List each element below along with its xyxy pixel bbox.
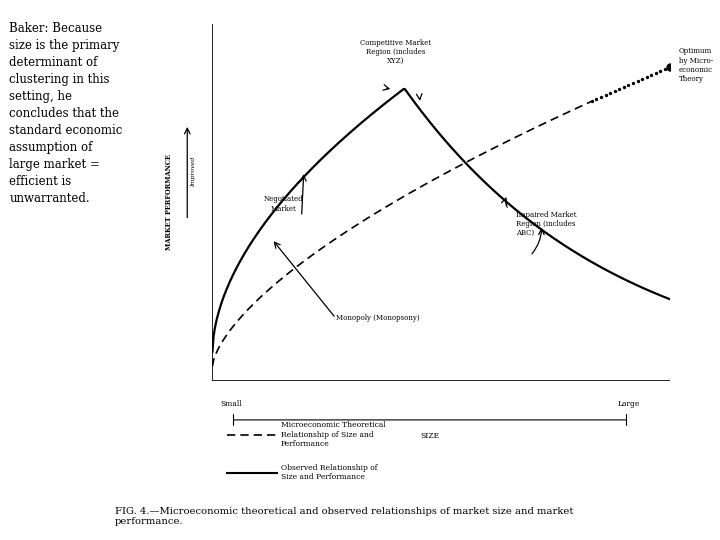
Text: SIZE: SIZE bbox=[420, 433, 439, 441]
Text: MARKET PERFORMANCE: MARKET PERFORMANCE bbox=[165, 154, 173, 251]
Text: Monopoly (Monopsony): Monopoly (Monopsony) bbox=[336, 314, 420, 322]
Text: Impaired Market
Region (includes
ABC): Impaired Market Region (includes ABC) bbox=[516, 211, 577, 237]
Text: Optimum
by Micro-
economic
Theory: Optimum by Micro- economic Theory bbox=[679, 48, 713, 83]
Text: Negotiated
Market: Negotiated Market bbox=[264, 195, 303, 213]
Text: Microeconomic Theoretical
Relationship of Size and
Performance: Microeconomic Theoretical Relationship o… bbox=[281, 421, 385, 449]
Text: FIG. 4.—Microeconomic theoretical and observed relationships of market size and : FIG. 4.—Microeconomic theoretical and ob… bbox=[115, 507, 574, 526]
Text: Competitive Market
Region (includes
XYZ): Competitive Market Region (includes XYZ) bbox=[360, 38, 431, 65]
Text: Small: Small bbox=[220, 400, 241, 408]
Text: Large: Large bbox=[617, 400, 639, 408]
Text: Improved: Improved bbox=[191, 157, 196, 187]
Text: Observed Relationship of
Size and Performance: Observed Relationship of Size and Perfor… bbox=[281, 464, 377, 481]
Text: Baker: Because
size is the primary
determinant of
clustering in this
setting, he: Baker: Because size is the primary deter… bbox=[9, 22, 122, 205]
